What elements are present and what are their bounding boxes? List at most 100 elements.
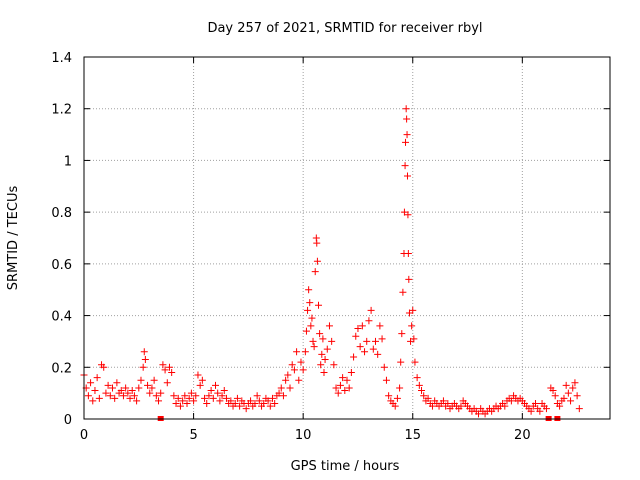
data-point [527,407,535,415]
data-point [170,392,178,400]
gridlines [84,57,610,419]
data-point [187,389,195,397]
data-point [304,306,312,314]
data-point [152,392,160,400]
data-point [108,384,116,392]
data-point [284,371,292,379]
data-point [140,348,148,356]
data-point [161,366,169,374]
data-point [282,376,290,384]
x-tick-label: 20 [514,428,531,443]
data-point [144,381,152,389]
data-point [128,387,136,395]
data-point [150,376,158,384]
data-point [216,397,224,405]
data-point [279,392,287,400]
data-point [403,172,411,180]
data-point [403,115,411,123]
data-point [89,397,97,405]
data-point [308,314,316,322]
data-point [567,397,575,405]
data-point [220,387,228,395]
data-point [227,397,235,405]
data-point [176,402,184,410]
data-point [309,337,317,345]
data-point [325,322,333,330]
data-point [562,381,570,389]
data-point [571,379,579,387]
data-point [306,299,314,307]
data-point [231,399,239,407]
data-point [212,381,219,389]
data-point [87,379,95,387]
x-axis-label: GPS time / hours [291,459,400,474]
data-point [569,384,577,392]
data-point [556,402,564,410]
data-point [102,389,110,397]
data-point [104,381,112,389]
data-point [172,399,180,407]
data-point [100,363,108,371]
data-point [266,402,274,410]
x-tick-label: 15 [404,428,421,443]
data-point [542,405,550,413]
plot-frame [83,56,611,420]
data-point [242,405,250,413]
data-point [415,381,423,389]
data-point [198,376,206,384]
data-point [137,376,145,384]
data-point [247,397,255,405]
data-point [318,350,326,358]
data-point [93,374,101,382]
data-point [330,361,338,369]
data-point [163,379,171,387]
data-point [374,350,382,358]
data-point [126,394,134,402]
data-point [354,325,362,332]
data-point [380,363,388,371]
data-point [155,397,163,405]
data-point [361,348,369,356]
data-point [398,330,406,338]
data-point [148,384,156,392]
data-point [209,394,217,402]
data-point [297,358,305,366]
data-point [95,394,103,402]
data-point [321,356,329,364]
data-point [255,397,263,405]
data-point [165,363,173,371]
data-point [264,397,272,405]
chart-title: Day 257 of 2021, SRMTID for receiver rby… [207,21,482,36]
data-point [410,335,418,343]
data-point [290,366,298,374]
data-point [334,389,342,397]
data-point [336,381,344,389]
data-point [323,345,331,353]
data-point [122,384,130,392]
data-point [347,368,355,376]
data-point [194,371,202,379]
data-point [183,399,191,407]
data-point [302,327,310,335]
data-point [271,399,279,407]
x-tick-label: 10 [295,428,312,443]
data-point [236,402,244,410]
x-tick-label: 5 [189,428,197,443]
data-point [310,343,318,351]
data-point [413,374,421,382]
data-point [159,361,167,369]
data-point [536,407,544,415]
axis-ticks: 0 5 10 15 20 0 0.2 0.4 0.6 0.8 1 1.2 1.4 [51,51,610,443]
data-points [80,105,583,421]
data-point [401,162,409,170]
data-point [393,394,401,402]
data-point [135,384,143,392]
data-point [275,389,283,397]
data-point [405,275,413,283]
data-point [339,374,347,382]
data-point [319,335,327,343]
data-point [305,286,313,294]
data-point [130,392,138,400]
data-point [190,397,198,405]
